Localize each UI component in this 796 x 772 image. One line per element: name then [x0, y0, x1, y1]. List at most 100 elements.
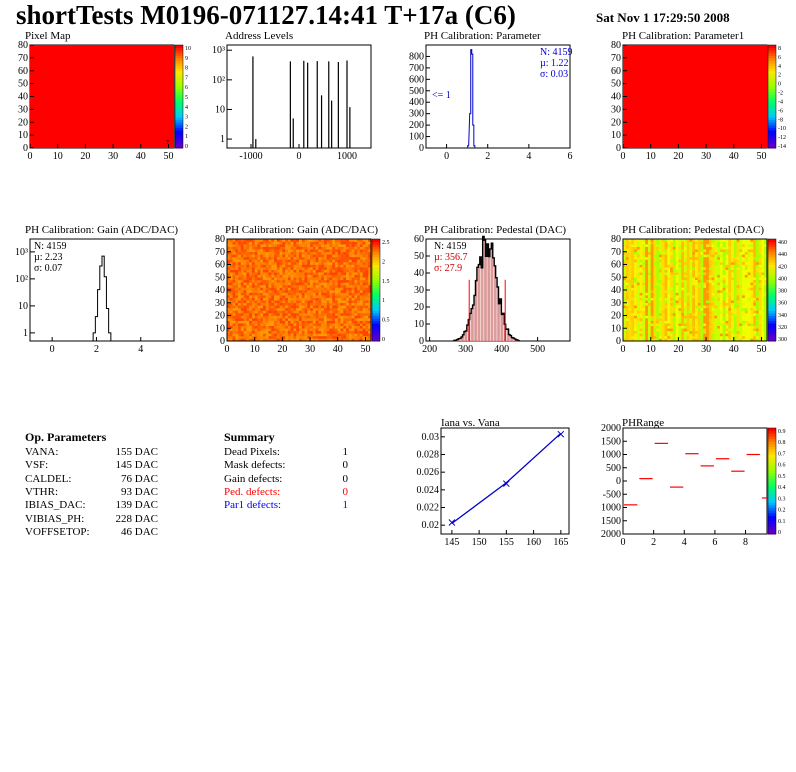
heatmap-cell [268, 277, 272, 281]
color-scale-cell [768, 510, 776, 514]
heatmap-cell [282, 312, 286, 316]
heatmap-cell [692, 272, 696, 275]
heatmap-cell [312, 246, 316, 250]
heatmap-cell [642, 277, 646, 281]
heatmap-cell [636, 254, 640, 258]
heatmap-cell [706, 307, 710, 311]
heatmap-cell [312, 315, 316, 319]
heatmap-cell [246, 241, 250, 245]
heatmap-cell [647, 282, 651, 286]
heatmap-cell [315, 269, 319, 273]
heatmap-cell [731, 325, 735, 329]
heatmap-cell [670, 335, 674, 339]
heatmap-cell [318, 335, 322, 339]
heatmap-cell [764, 287, 768, 291]
heatmap-cell [337, 292, 341, 296]
heatmap-cell [675, 272, 679, 275]
stat-text: σ: 0.03 [540, 69, 568, 80]
heatmap-cell [257, 292, 261, 296]
heatmap-cell [659, 330, 663, 334]
heatmap-cell [695, 279, 699, 283]
heatmap-cell [354, 284, 358, 288]
heatmap-cell [238, 335, 242, 339]
heatmap-cell [315, 310, 319, 314]
heatmap-cell [764, 315, 768, 319]
heatmap-cell [697, 318, 701, 321]
heatmap-cell [348, 318, 352, 321]
heatmap-cell [708, 292, 712, 296]
heatmap-cell [700, 325, 704, 329]
heatmap-cell [229, 290, 233, 293]
heatmap-cell [697, 277, 701, 281]
x-tick-label: 0 [621, 151, 626, 162]
heatmap-cell [238, 312, 242, 316]
heatmap-cell [623, 277, 627, 281]
heatmap-cell [279, 315, 283, 319]
heatmap-cell [254, 239, 258, 242]
heatmap-cell [238, 274, 242, 278]
heatmap-cell [670, 333, 674, 337]
heatmap-cell [653, 318, 657, 321]
heatmap-cell [692, 297, 696, 301]
heatmap-cell [623, 305, 627, 309]
heatmap-cell [706, 295, 710, 298]
heatmap-cell [276, 335, 280, 339]
heatmap-cell [343, 287, 347, 291]
heatmap-cell [307, 305, 311, 309]
heatmap-cell [711, 305, 715, 309]
heatmap-cell [257, 284, 261, 288]
color-scale-label: 0.9 [778, 429, 786, 435]
heatmap-cell [661, 305, 665, 309]
heatmap-cell [351, 279, 355, 283]
heatmap-cell [326, 295, 330, 298]
heatmap-cell [642, 325, 646, 329]
heatmap-cell [686, 292, 690, 296]
heatmap-cell [695, 307, 699, 311]
heatmap-cell [717, 297, 721, 301]
heatmap-cell [678, 325, 682, 329]
heatmap-cell [761, 323, 765, 326]
heatmap-cell [764, 312, 768, 316]
heatmap-cell [268, 269, 272, 273]
heatmap-cell [683, 269, 687, 273]
color-scale-label: 0 [185, 144, 188, 150]
heatmap-cell [753, 269, 757, 273]
heatmap-cell [703, 305, 707, 309]
heatmap-cell [761, 256, 765, 260]
heatmap-cell [304, 264, 308, 268]
heatmap-cell [238, 292, 242, 296]
heatmap-cell [686, 277, 690, 281]
heatmap-cell [747, 284, 751, 288]
heatmap-cell [254, 320, 258, 324]
heatmap-cell [329, 244, 333, 247]
heatmap-cell [650, 279, 654, 283]
y-tick-label: 10² [15, 274, 28, 285]
heatmap-cell [742, 330, 746, 334]
heatmap-cell [287, 246, 291, 250]
color-scale-label: 4 [185, 105, 188, 111]
heatmap-cell [733, 302, 737, 306]
heatmap-cell [670, 264, 674, 268]
heatmap-cell [240, 333, 244, 337]
heatmap-cell [670, 300, 674, 304]
heatmap-cell [750, 328, 754, 332]
heatmap-cell [310, 312, 314, 316]
heatmap-cell [282, 284, 286, 288]
heatmap-cell [733, 259, 737, 263]
heatmap-cell [719, 333, 723, 337]
heatmap-cell [761, 272, 765, 275]
heatmap-cell [714, 282, 718, 286]
heatmap-cell [739, 254, 743, 258]
heatmap-cell [299, 318, 303, 321]
heatmap-cell [645, 318, 649, 321]
heatmap-cell [251, 330, 255, 334]
heatmap-cell [263, 302, 267, 306]
heatmap-cell [661, 241, 665, 245]
heatmap-cell [257, 244, 261, 247]
heatmap-cell [631, 328, 635, 332]
heatmap-cell [310, 249, 314, 253]
heatmap-cell [653, 279, 657, 283]
heatmap-cell [240, 287, 244, 291]
color-scale-cell [175, 65, 183, 69]
